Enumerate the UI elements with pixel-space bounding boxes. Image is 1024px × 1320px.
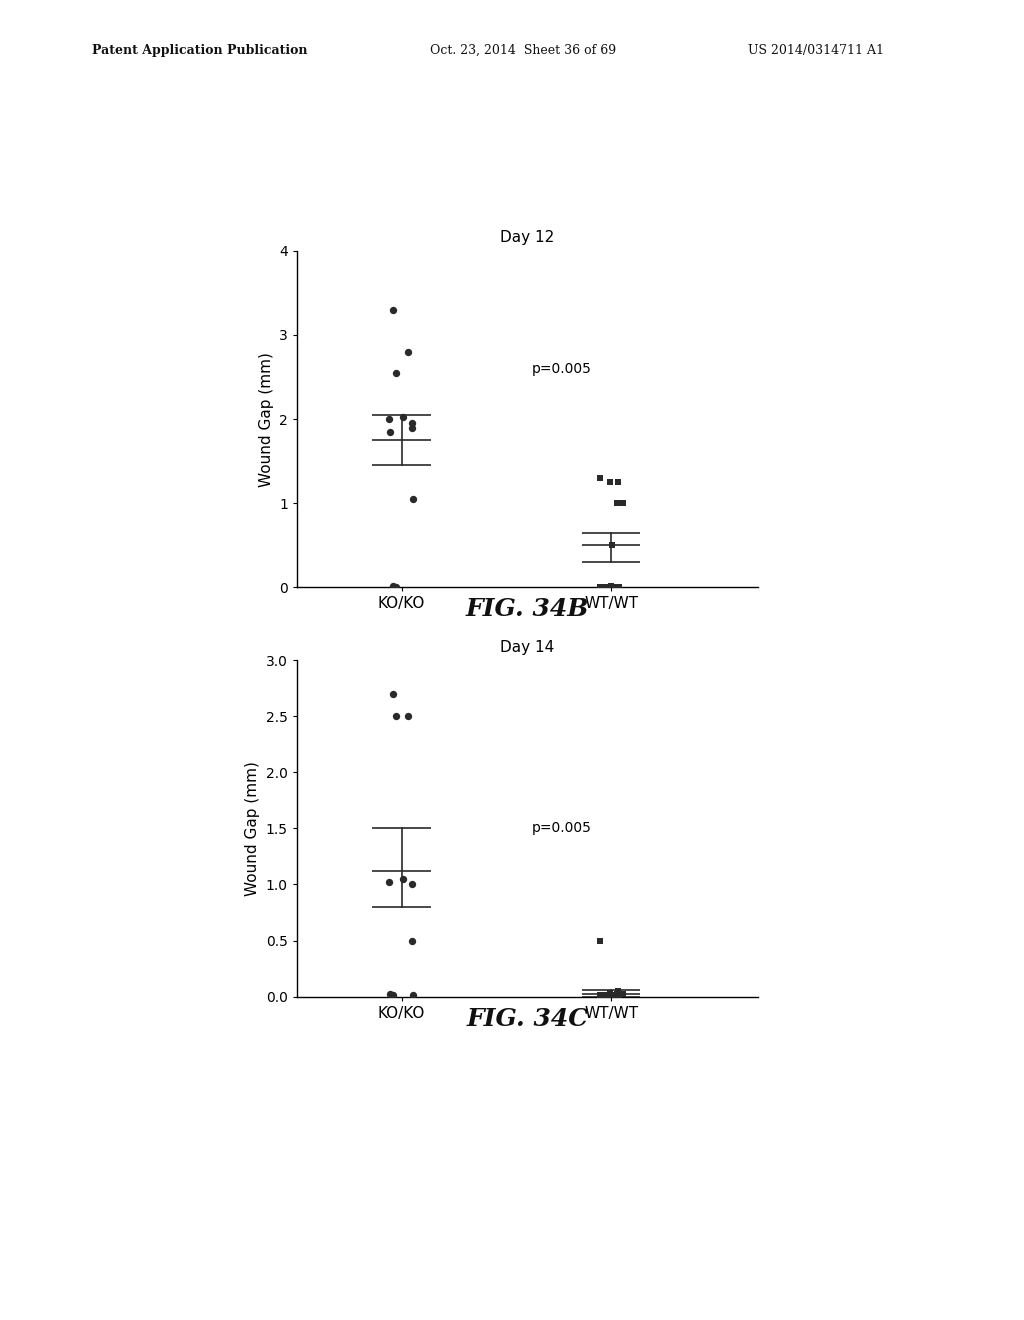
- Point: [403, 417, 420, 438]
- Title: Day 14: Day 14: [501, 640, 554, 655]
- Point: [603, 576, 620, 597]
- Point: [603, 576, 620, 597]
- Point: [388, 576, 404, 597]
- Point: [382, 421, 398, 442]
- Point: [592, 985, 608, 1006]
- Point: [592, 576, 608, 597]
- Point: [603, 986, 620, 1007]
- Point: [597, 576, 613, 597]
- Text: p=0.005: p=0.005: [531, 362, 592, 376]
- Point: [399, 705, 416, 726]
- Text: FIG. 34C: FIG. 34C: [466, 1007, 589, 1031]
- Point: [610, 471, 627, 492]
- Point: [592, 986, 608, 1007]
- Point: [385, 300, 401, 321]
- Text: p=0.005: p=0.005: [531, 821, 592, 836]
- Point: [615, 983, 632, 1005]
- Point: [381, 871, 397, 892]
- Point: [610, 986, 627, 1007]
- Point: [600, 986, 616, 1007]
- Text: Patent Application Publication: Patent Application Publication: [92, 44, 307, 57]
- Text: US 2014/0314711 A1: US 2014/0314711 A1: [748, 44, 884, 57]
- Point: [385, 684, 401, 705]
- Point: [601, 471, 617, 492]
- Title: Day 12: Day 12: [501, 231, 554, 246]
- Point: [603, 985, 620, 1006]
- Point: [404, 413, 421, 434]
- Point: [394, 407, 411, 428]
- Point: [387, 705, 403, 726]
- Point: [384, 576, 400, 597]
- Point: [615, 492, 632, 513]
- Point: [384, 985, 400, 1006]
- Text: FIG. 34B: FIG. 34B: [466, 597, 589, 620]
- Point: [404, 488, 421, 510]
- Point: [381, 408, 397, 429]
- Point: [387, 362, 403, 383]
- Point: [607, 576, 624, 597]
- Y-axis label: Wound Gap (mm): Wound Gap (mm): [246, 760, 260, 896]
- Point: [399, 341, 416, 362]
- Point: [608, 492, 625, 513]
- Point: [394, 869, 411, 890]
- Point: [610, 981, 627, 1002]
- Point: [607, 986, 624, 1007]
- Point: [604, 535, 621, 556]
- Y-axis label: Wound Gap (mm): Wound Gap (mm): [258, 351, 273, 487]
- Point: [382, 983, 398, 1005]
- Point: [404, 874, 421, 895]
- Point: [592, 929, 608, 950]
- Point: [601, 982, 617, 1003]
- Point: [610, 577, 627, 598]
- Text: Oct. 23, 2014  Sheet 36 of 69: Oct. 23, 2014 Sheet 36 of 69: [430, 44, 616, 57]
- Point: [404, 985, 421, 1006]
- Point: [597, 985, 613, 1006]
- Point: [403, 929, 420, 950]
- Point: [604, 985, 621, 1006]
- Point: [592, 467, 608, 488]
- Point: [608, 983, 625, 1005]
